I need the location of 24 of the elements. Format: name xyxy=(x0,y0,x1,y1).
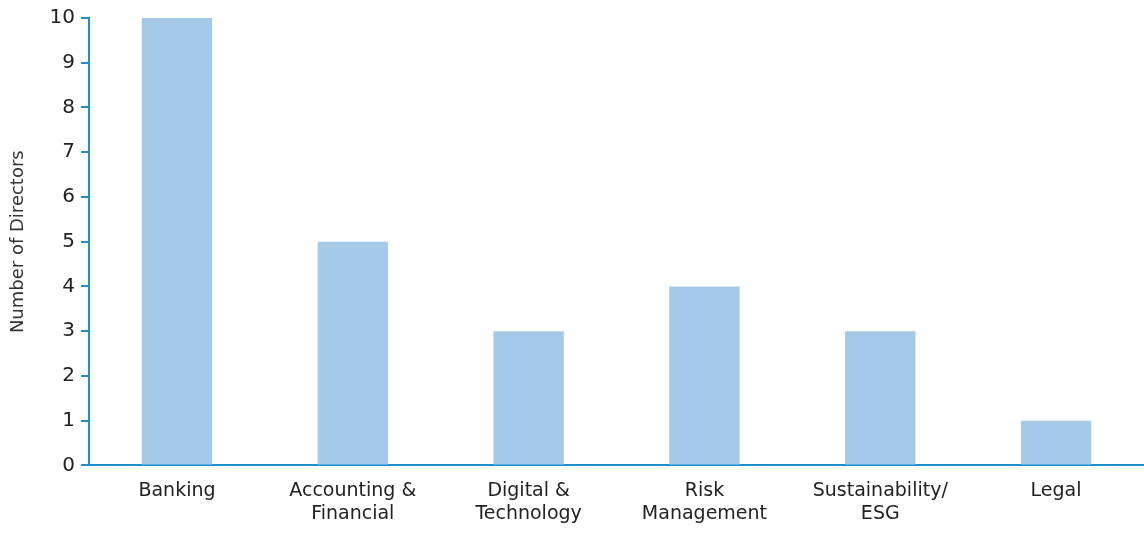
y-tick-label: 6 xyxy=(62,183,76,208)
y-tick-label: 7 xyxy=(62,138,76,163)
bar xyxy=(845,331,916,465)
y-tick-label: 4 xyxy=(62,272,76,297)
y-tick-label: 3 xyxy=(62,317,76,342)
bar xyxy=(1020,420,1092,465)
y-tick-label: 8 xyxy=(62,93,76,118)
bar xyxy=(493,331,564,465)
x-tick-label: Accounting & Financial xyxy=(289,477,417,523)
x-tick-label: Banking xyxy=(138,477,216,500)
x-tick-label: Sustainability/ESG xyxy=(812,477,949,523)
x-tick-label: Digital & Technology xyxy=(474,477,582,523)
y-tick-label: 2 xyxy=(62,362,76,387)
y-tick-label: 0 xyxy=(62,451,76,476)
bar xyxy=(317,241,388,465)
x-tick-label: Legal xyxy=(1030,477,1082,500)
y-tick-label: 1 xyxy=(62,406,76,431)
bar xyxy=(141,18,213,465)
y-tick-label: 5 xyxy=(62,227,76,252)
y-axis-title: Number of Directors xyxy=(6,150,28,334)
x-tick-label: Risk Management xyxy=(641,477,768,523)
y-tick-label: 10 xyxy=(49,4,76,29)
bar xyxy=(669,286,740,465)
y-tick-label: 9 xyxy=(62,48,76,73)
